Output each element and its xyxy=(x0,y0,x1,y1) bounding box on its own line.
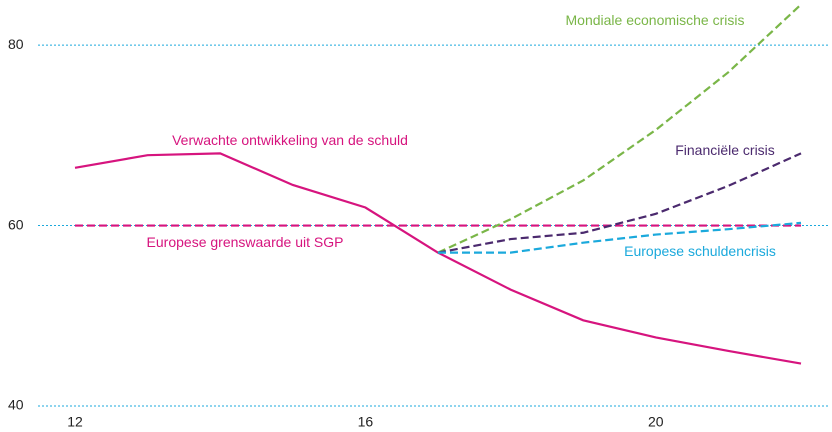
series-label: Financiële crisis xyxy=(675,142,775,158)
series-line xyxy=(437,3,802,254)
y-tick-label: 80 xyxy=(8,36,24,52)
series-label: Europese grenswaarde uit SGP xyxy=(146,234,344,250)
series-line xyxy=(437,152,802,254)
series-line xyxy=(438,221,802,254)
x-tick-label: 12 xyxy=(67,414,83,430)
y-tick-label: 40 xyxy=(8,397,24,413)
series-label: Verwachte ontwikkeling van de schuld xyxy=(172,132,408,148)
series-label: Europese schuldencrisis xyxy=(624,243,776,259)
x-tick-label: 20 xyxy=(648,414,664,430)
series-label: Mondiale economische crisis xyxy=(565,12,745,28)
x-tick-label: 16 xyxy=(358,414,374,430)
y-tick-label: 60 xyxy=(8,216,24,232)
